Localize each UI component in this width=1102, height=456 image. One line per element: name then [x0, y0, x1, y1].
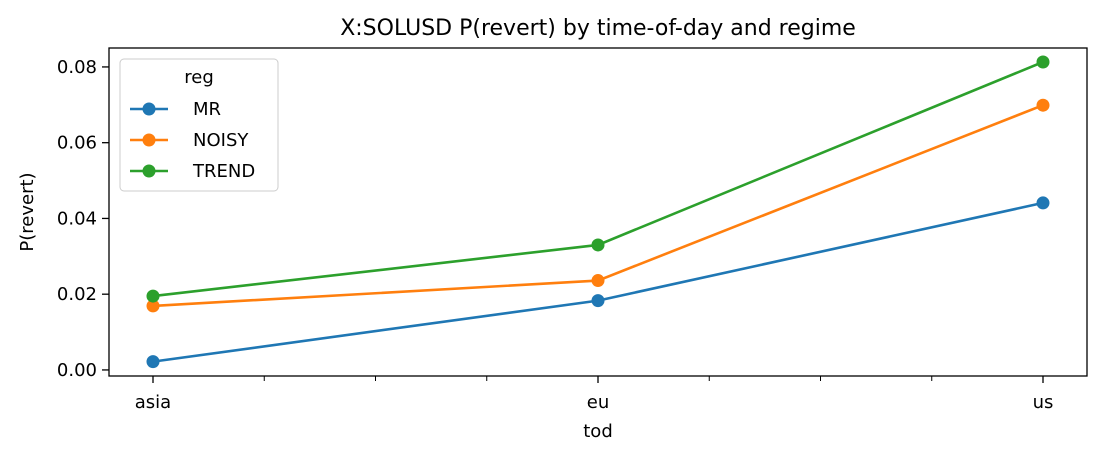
y-axis-label: P(revert) — [17, 172, 38, 251]
legend-label-noisy: NOISY — [193, 130, 249, 151]
legend-marker-noisy — [142, 133, 156, 147]
y-tick-label-0.04: 0.04 — [57, 208, 97, 229]
x-tick-label-us: us — [1033, 392, 1054, 413]
chart-title: X:SOLUSD P(revert) by time-of-day and re… — [340, 16, 856, 41]
data-point-mr-us — [1036, 196, 1050, 210]
y-tick-label-0.08: 0.08 — [57, 57, 97, 78]
legend-label-trend: TREND — [192, 161, 255, 182]
y-tick-label-0.06: 0.06 — [57, 133, 97, 154]
data-point-noisy-eu — [591, 274, 605, 288]
legend-title: reg — [184, 67, 214, 88]
x-tick-label-asia: asia — [135, 392, 171, 413]
data-point-trend-us — [1036, 55, 1050, 69]
legend-box — [119, 58, 279, 192]
legend-marker-mr — [142, 102, 156, 116]
x-axis-label: tod — [583, 421, 613, 442]
data-point-noisy-asia — [146, 299, 160, 313]
data-point-trend-asia — [146, 289, 160, 303]
series-line-trend — [152, 60, 1044, 298]
legend-marker-trend — [142, 164, 156, 178]
x-tick-label-eu: eu — [587, 392, 609, 413]
legend-label-mr: MR — [193, 99, 221, 120]
data-point-mr-eu — [591, 294, 605, 308]
y-tick-label-0.02: 0.02 — [57, 284, 97, 305]
data-point-noisy-us — [1036, 98, 1050, 112]
legend: reg MR NOISY TREND — [119, 58, 279, 192]
data-point-trend-eu — [591, 238, 605, 252]
y-tick-label-0.00: 0.00 — [57, 360, 97, 381]
data-point-mr-asia — [146, 355, 160, 369]
